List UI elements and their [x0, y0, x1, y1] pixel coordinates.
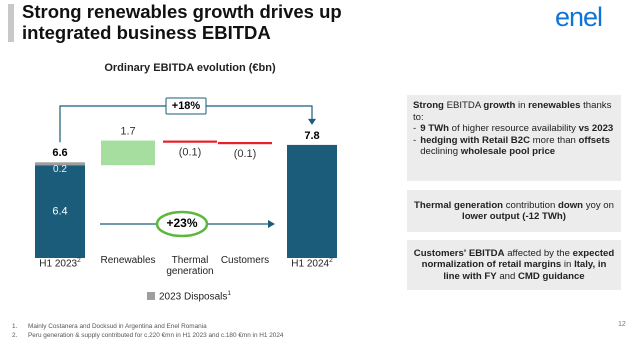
footnote-text: Mainly Costanera and Docksud in Argentin…	[28, 323, 207, 330]
bullet: -9 TWh of higher resource availability v…	[413, 123, 615, 135]
x-tick-label: Thermal generation	[158, 255, 222, 277]
text-run: down	[557, 199, 584, 211]
bar-decrease	[218, 142, 272, 145]
chart: 6.4 0.2 6.6 1.7 (0.1) (0.1) 7.8 +18% +23%	[35, 97, 337, 300]
text-run: renewables	[528, 100, 581, 111]
text-run: thanks to:	[413, 100, 612, 123]
category: Renewables	[100, 255, 156, 266]
text-run: of higher resource availability	[448, 123, 579, 134]
text-run: hedging with Retail B2C	[420, 134, 531, 146]
text-run: Strong	[413, 100, 444, 111]
footnote-number: 2.	[12, 332, 18, 339]
legend-swatch	[147, 292, 155, 300]
paragraph: Thermal generation contribution down yoy…	[413, 200, 615, 223]
value-label: 1.7	[120, 125, 135, 137]
bar-decrease	[163, 140, 217, 143]
bar-increase	[101, 140, 155, 166]
legend-text: 2023 Disposals	[159, 291, 228, 303]
legend-label: 2023 Disposals1	[159, 290, 231, 302]
arrowhead	[268, 220, 275, 228]
category: H1 2023	[39, 258, 78, 270]
category: Customers	[220, 255, 270, 266]
footnote-number: 1.	[12, 323, 18, 330]
text-run: CMD guidance	[518, 270, 585, 282]
arrowhead	[308, 118, 316, 125]
title-accent	[8, 4, 14, 42]
annotation-box	[165, 97, 207, 115]
bullet-marker: -	[413, 134, 417, 146]
text-run: expected normalization of retail margins	[421, 247, 615, 271]
value-label: (0.1)	[179, 146, 202, 158]
highlight-circle	[155, 210, 209, 238]
text-box: Strong EBITDA growth in renewables thank…	[407, 95, 621, 181]
logo: enel	[555, 2, 603, 32]
footnote: 1. Mainly Costanera and Docksud in Argent…	[12, 323, 207, 330]
legend-note: 1	[227, 290, 231, 297]
chart-title: Ordinary EBITDA evolution (€bn)	[104, 62, 276, 74]
category-note: 2	[329, 257, 333, 264]
slide-title: Strong renewables growth drives up integ…	[22, 1, 342, 43]
annotation: +23%	[166, 216, 197, 230]
text-run: in	[561, 259, 575, 271]
text-run: declining	[420, 146, 461, 157]
text-run: more than	[530, 134, 579, 146]
footnote: 2. Peru generation & supply contributed f…	[12, 332, 283, 339]
text-run: 9 TWh	[420, 123, 449, 134]
x-tick-label: Renewables	[96, 255, 160, 266]
text-run: and	[496, 270, 518, 282]
text-run: FY	[484, 270, 497, 282]
text-run: in	[515, 100, 529, 111]
bar-total	[35, 165, 85, 258]
category: Thermal generation	[166, 255, 214, 277]
bar-total	[287, 144, 337, 258]
text-run: Thermal generation	[414, 199, 504, 211]
page-number: 12	[618, 321, 626, 328]
x-tick-label: H1 20232	[28, 255, 92, 269]
text-run: Italy, in line with	[443, 259, 607, 282]
annotation: +18%	[172, 100, 201, 112]
paragraph: Customers' EBITDA affected by the expect…	[413, 248, 615, 283]
text-run: Customers' EBITDA	[413, 247, 505, 259]
bullet-text: hedging with Retail B2C more than offset…	[420, 135, 615, 158]
text-run: wholesale pool price	[460, 146, 556, 157]
text-run: offsets	[578, 134, 610, 146]
category: H1 2024	[291, 258, 330, 270]
value-label: 6.4	[52, 206, 67, 218]
text-run: lower output (-12 TWh)	[462, 211, 566, 222]
x-tick-label: Customers	[213, 255, 277, 266]
bullet: - hedging with Retail B2C more than offse…	[413, 135, 615, 158]
value-label: 0.2	[53, 164, 67, 175]
paragraph: Strong EBITDA growth in renewables thank…	[413, 100, 615, 123]
x-tick-label: H1 20242	[280, 255, 344, 269]
text-box: Thermal generation contribution down yoy…	[407, 190, 621, 232]
text-run: EBITDA	[443, 100, 484, 111]
text-box: Customers' EBITDA affected by the expect…	[407, 240, 621, 290]
text-run: growth	[483, 100, 516, 111]
text-run: yoy on	[583, 199, 614, 211]
footnote-text: Peru generation & supply contributed for…	[28, 332, 284, 339]
bullet-text: 9 TWh of higher resource availability vs…	[420, 123, 613, 135]
total-label: 6.6	[52, 147, 67, 159]
text-run: contribution	[503, 199, 558, 211]
bar-disposals	[35, 162, 85, 166]
bullet-marker: -	[413, 123, 417, 134]
total-label: 7.8	[304, 130, 319, 142]
text-run: affected by the	[504, 247, 573, 259]
category-note: 2	[77, 257, 81, 264]
text-run: vs 2023	[578, 123, 614, 134]
value-label: (0.1)	[234, 148, 257, 160]
